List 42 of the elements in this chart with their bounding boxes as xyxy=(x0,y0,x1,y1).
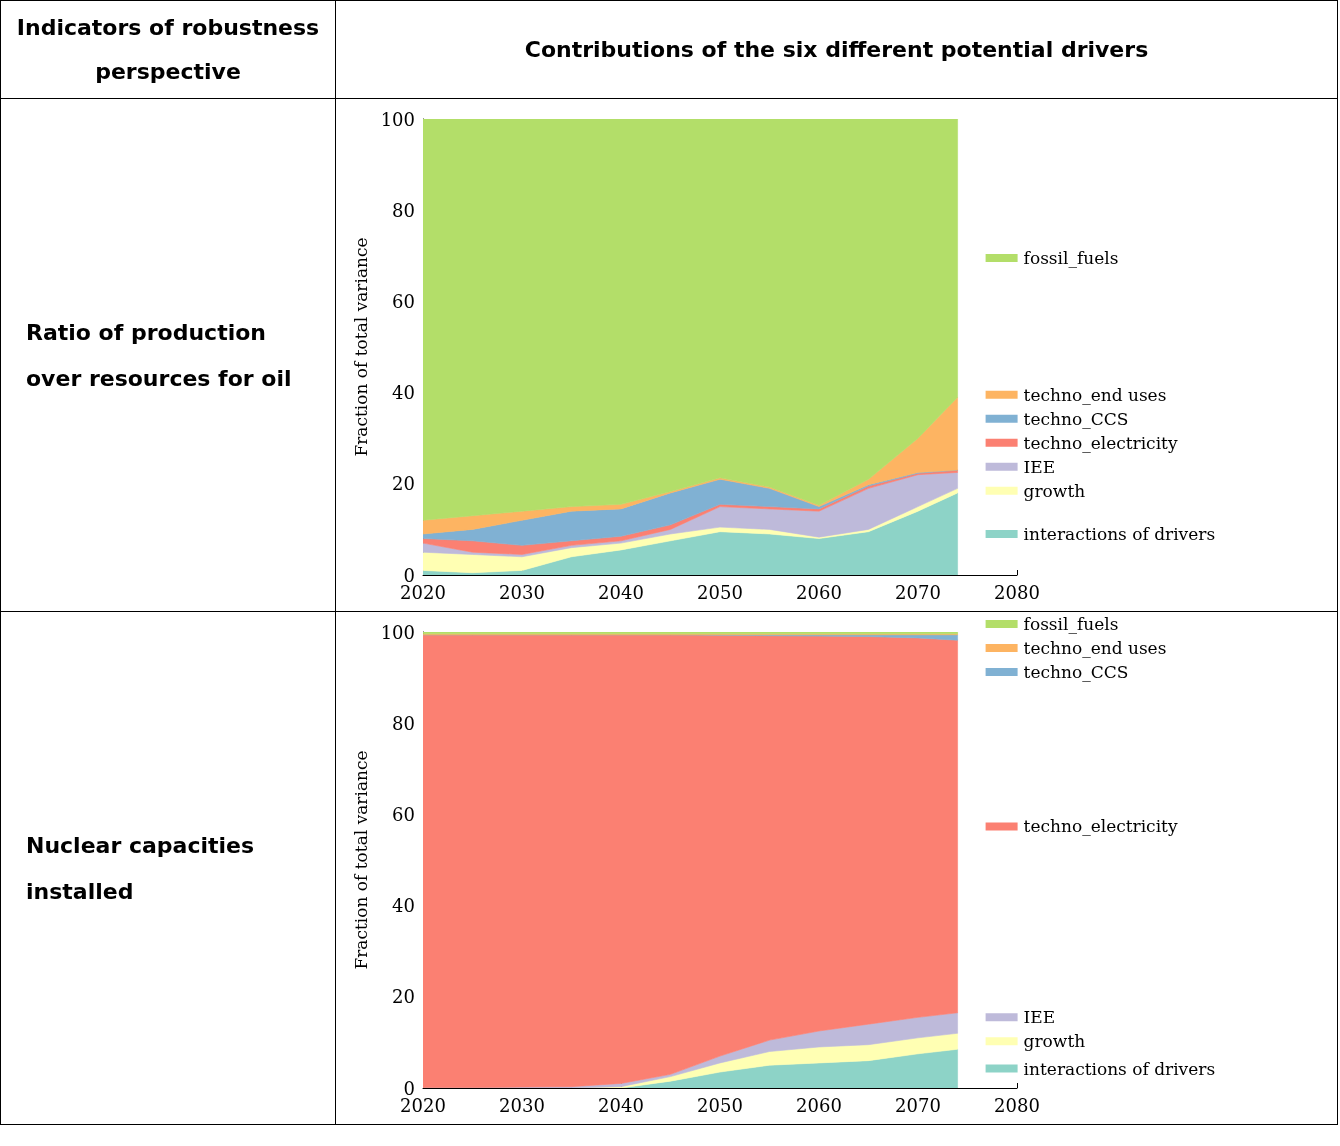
x-tick-label: 2070 xyxy=(895,581,941,603)
legend-label: techno_end uses xyxy=(1023,384,1167,405)
x-tick-label: 2030 xyxy=(499,581,545,603)
y-tick-label: 80 xyxy=(392,199,415,221)
legend-label: fossil_fuels xyxy=(1023,614,1119,634)
x-tick-label: 2080 xyxy=(994,581,1040,603)
y-axis-title: Fraction of total variance xyxy=(350,237,371,457)
y-tick-label: 60 xyxy=(392,803,415,825)
legend-label: interactions of drivers xyxy=(1023,1058,1216,1079)
x-tick-label: 2080 xyxy=(994,1094,1040,1116)
x-tick-label: 2050 xyxy=(697,581,743,603)
y-tick-label: 100 xyxy=(380,108,415,130)
legend-label: IEE xyxy=(1023,1007,1056,1028)
y-axis-title: Fraction of total variance xyxy=(350,750,371,970)
legend-label: growth xyxy=(1023,1031,1086,1052)
y-tick-label: 40 xyxy=(392,382,415,404)
x-tick-label: 2070 xyxy=(895,1094,941,1116)
legend-label: techno_end uses xyxy=(1023,638,1167,658)
x-tick-label: 2040 xyxy=(598,581,644,603)
y-tick-label: 40 xyxy=(392,895,415,917)
y-tick-label: 20 xyxy=(392,473,415,495)
legend-label: techno_CCS xyxy=(1023,408,1129,429)
x-tick-label: 2040 xyxy=(598,1094,644,1116)
legend-label: growth xyxy=(1023,480,1086,501)
text: Nuclear capacities installed xyxy=(26,832,262,904)
text: Contributions of the six different potential drivers xyxy=(335,0,1338,99)
text: Ratio of production over resources for oil xyxy=(26,319,292,391)
legend-label: techno_electricity xyxy=(1023,432,1178,453)
x-tick-label: 2060 xyxy=(796,1094,842,1116)
text: Indicators of robustness perspective xyxy=(0,0,336,99)
legend-label: IEE xyxy=(1023,456,1056,477)
x-tick-label: 2050 xyxy=(697,1094,743,1116)
x-tick-label: 2060 xyxy=(796,581,842,603)
x-tick-label: 2030 xyxy=(499,1094,545,1116)
legend-label: interactions of drivers xyxy=(1023,523,1216,544)
y-tick-label: 80 xyxy=(392,712,415,734)
y-tick-label: 20 xyxy=(392,986,415,1008)
legend-label: techno_CCS xyxy=(1023,662,1129,682)
y-tick-label: 100 xyxy=(380,621,415,643)
legend-label: fossil_fuels xyxy=(1023,248,1119,269)
y-tick-label: 60 xyxy=(392,290,415,312)
legend-label: techno_electricity xyxy=(1023,816,1178,837)
